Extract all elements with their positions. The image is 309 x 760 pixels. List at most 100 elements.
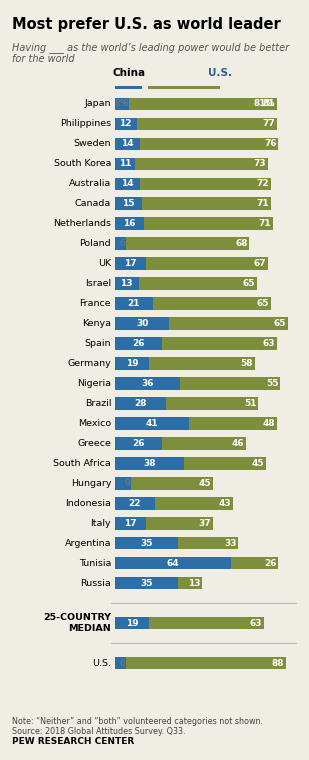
- Text: Sweden: Sweden: [74, 139, 111, 148]
- Text: 51: 51: [244, 399, 257, 408]
- Text: 64: 64: [167, 559, 179, 568]
- Text: Nigeria: Nigeria: [77, 379, 111, 388]
- Text: 71: 71: [257, 199, 269, 208]
- Text: Germany: Germany: [67, 359, 111, 368]
- Text: 35: 35: [140, 539, 153, 548]
- Text: China: China: [113, 68, 146, 78]
- Bar: [115, 437, 162, 450]
- Bar: [115, 537, 179, 549]
- Bar: [115, 497, 155, 509]
- Bar: [146, 258, 268, 270]
- Bar: [115, 557, 231, 569]
- Text: Netherlands: Netherlands: [53, 219, 111, 228]
- Text: Hungary: Hungary: [71, 479, 111, 488]
- Text: 81%: 81%: [253, 100, 275, 108]
- Text: 6: 6: [119, 239, 125, 248]
- Text: Italy: Italy: [91, 519, 111, 527]
- Bar: [153, 297, 271, 310]
- Text: 36: 36: [141, 379, 154, 388]
- Bar: [137, 118, 277, 130]
- Bar: [179, 577, 202, 590]
- Bar: [115, 237, 126, 250]
- Text: France: France: [80, 299, 111, 308]
- Text: 12: 12: [120, 119, 132, 128]
- Text: South Korea: South Korea: [54, 160, 111, 168]
- Text: 11: 11: [119, 160, 131, 168]
- Text: Tunisia: Tunisia: [79, 559, 111, 568]
- Bar: [115, 477, 131, 489]
- Bar: [231, 557, 278, 569]
- Text: 43: 43: [218, 499, 231, 508]
- Text: U.S.: U.S.: [92, 659, 111, 667]
- Text: 77: 77: [262, 119, 275, 128]
- Text: 14: 14: [121, 179, 134, 188]
- Text: 13: 13: [188, 579, 200, 587]
- Text: 26: 26: [264, 559, 277, 568]
- Text: Poland: Poland: [80, 239, 111, 248]
- Text: Brazil: Brazil: [85, 399, 111, 408]
- Bar: [169, 318, 288, 330]
- Bar: [115, 577, 179, 590]
- Text: 6: 6: [119, 659, 125, 667]
- Text: 48: 48: [262, 419, 275, 428]
- Text: 71: 71: [259, 219, 271, 228]
- Bar: [115, 178, 140, 190]
- Bar: [142, 198, 271, 210]
- Text: 65: 65: [242, 279, 255, 288]
- Text: 17: 17: [124, 259, 137, 268]
- Bar: [115, 297, 153, 310]
- Text: 26: 26: [132, 339, 145, 348]
- Text: 19: 19: [126, 619, 138, 628]
- Text: Greece: Greece: [77, 439, 111, 448]
- Bar: [115, 277, 138, 290]
- Text: 8%: 8%: [114, 100, 129, 108]
- Text: 8: 8: [123, 100, 129, 108]
- Text: PEW RESEARCH CENTER: PEW RESEARCH CENTER: [12, 737, 135, 746]
- Text: 15: 15: [122, 199, 135, 208]
- Text: 35: 35: [140, 579, 153, 587]
- Text: 28: 28: [134, 399, 146, 408]
- Text: 63: 63: [250, 619, 262, 628]
- Text: Argentina: Argentina: [65, 539, 111, 548]
- Text: 13: 13: [121, 279, 133, 288]
- Bar: [115, 417, 189, 429]
- Text: 33: 33: [224, 539, 237, 548]
- Text: 14: 14: [121, 139, 134, 148]
- Text: Note: “Neither” and “both” volunteered categories not shown.
Source: 2018 Global: Note: “Neither” and “both” volunteered c…: [12, 717, 263, 736]
- Text: U.S.: U.S.: [208, 68, 232, 78]
- Text: 81: 81: [262, 100, 275, 108]
- Text: UK: UK: [98, 259, 111, 268]
- Text: 88: 88: [271, 659, 284, 667]
- Bar: [146, 517, 213, 530]
- Bar: [162, 337, 277, 350]
- Bar: [115, 517, 146, 530]
- Text: 58: 58: [240, 359, 253, 368]
- Text: 37: 37: [199, 519, 211, 527]
- Text: Philippines: Philippines: [60, 119, 111, 128]
- Bar: [126, 237, 249, 250]
- Text: 38: 38: [143, 459, 156, 468]
- Bar: [138, 277, 257, 290]
- Bar: [115, 97, 129, 110]
- Text: 46: 46: [231, 439, 244, 448]
- Text: Israel: Israel: [85, 279, 111, 288]
- Bar: [129, 97, 277, 110]
- Text: Japan: Japan: [85, 100, 111, 108]
- Text: Kenya: Kenya: [82, 319, 111, 328]
- Text: 9: 9: [125, 479, 130, 488]
- Text: 21: 21: [128, 299, 140, 308]
- Bar: [126, 657, 286, 670]
- Text: 65: 65: [273, 319, 286, 328]
- Bar: [179, 537, 239, 549]
- Bar: [115, 377, 180, 390]
- Bar: [115, 217, 144, 230]
- Bar: [150, 617, 264, 629]
- Text: 16: 16: [123, 219, 136, 228]
- Text: Having ___ as the world’s leading power would be better
for the world: Having ___ as the world’s leading power …: [12, 42, 290, 65]
- Text: 55: 55: [266, 379, 278, 388]
- Bar: [189, 417, 277, 429]
- Bar: [115, 337, 162, 350]
- Text: 68: 68: [235, 239, 248, 248]
- Bar: [115, 157, 135, 170]
- Text: 30: 30: [136, 319, 148, 328]
